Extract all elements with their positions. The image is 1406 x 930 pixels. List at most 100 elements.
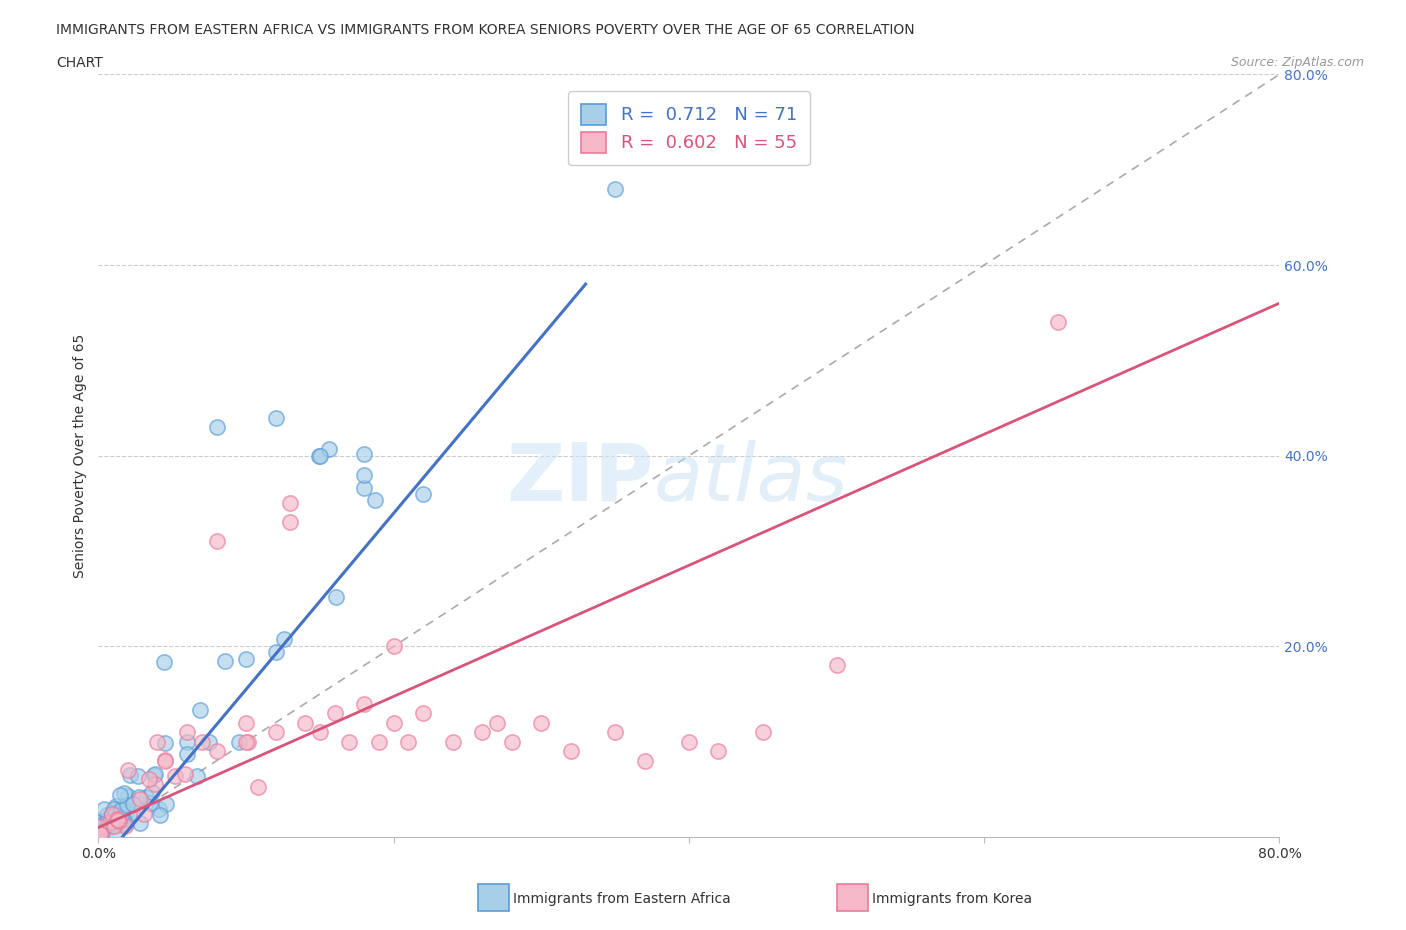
- Point: [100, 806, 122, 821]
- Point: [112, 785, 135, 800]
- Point: [129, 791, 152, 806]
- Point: [191, 735, 214, 750]
- Point: [228, 735, 250, 750]
- Point: [98, 818, 121, 833]
- Point: [128, 790, 150, 804]
- Point: [325, 590, 347, 604]
- Point: [110, 803, 132, 817]
- Point: [441, 735, 464, 750]
- Text: Immigrants from Eastern Africa: Immigrants from Eastern Africa: [513, 892, 731, 907]
- Point: [104, 817, 127, 831]
- Point: [105, 799, 128, 814]
- Point: [103, 802, 125, 817]
- Point: [368, 735, 391, 750]
- Point: [530, 715, 553, 730]
- Point: [110, 810, 132, 825]
- Legend: R =  0.712   N = 71, R =  0.602   N = 55: R = 0.712 N = 71, R = 0.602 N = 55: [568, 91, 810, 166]
- Point: [396, 735, 419, 750]
- Text: ZIP: ZIP: [506, 440, 654, 518]
- Point: [112, 803, 135, 817]
- Point: [96, 808, 118, 823]
- Point: [605, 724, 627, 739]
- Point: [89, 819, 111, 834]
- Point: [127, 769, 149, 784]
- Point: [825, 658, 848, 673]
- Point: [176, 747, 198, 762]
- Point: [412, 486, 434, 501]
- Point: [101, 807, 124, 822]
- Point: [382, 639, 405, 654]
- Point: [273, 631, 295, 646]
- Point: [471, 724, 494, 739]
- Point: [190, 702, 212, 717]
- Point: [143, 766, 166, 781]
- Point: [323, 706, 346, 721]
- Point: [309, 448, 332, 463]
- Point: [246, 779, 269, 794]
- Point: [104, 807, 127, 822]
- Point: [353, 446, 375, 461]
- Point: [103, 818, 125, 833]
- Point: [382, 715, 405, 730]
- Point: [1046, 315, 1069, 330]
- Point: [135, 790, 157, 805]
- Point: [104, 804, 127, 819]
- Point: [104, 829, 127, 844]
- Point: [143, 768, 166, 783]
- Point: [264, 645, 287, 660]
- Point: [278, 515, 302, 530]
- Point: [118, 767, 141, 782]
- Point: [155, 797, 177, 812]
- Point: [751, 724, 773, 739]
- Point: [114, 817, 136, 831]
- Point: [121, 806, 143, 821]
- Point: [176, 724, 198, 739]
- Point: [318, 442, 340, 457]
- Point: [110, 810, 132, 825]
- Point: [90, 815, 112, 830]
- Point: [146, 735, 169, 750]
- Text: IMMIGRANTS FROM EASTERN AFRICA VS IMMIGRANTS FROM KOREA SENIORS POVERTY OVER THE: IMMIGRANTS FROM EASTERN AFRICA VS IMMIGR…: [56, 23, 915, 37]
- Point: [205, 744, 228, 759]
- Point: [337, 735, 360, 750]
- Point: [107, 812, 129, 827]
- Point: [560, 744, 582, 759]
- Point: [138, 796, 160, 811]
- Point: [353, 468, 375, 483]
- Point: [111, 804, 134, 819]
- Point: [115, 798, 138, 813]
- Point: [129, 816, 152, 830]
- Point: [90, 826, 112, 841]
- Point: [115, 804, 138, 818]
- Point: [264, 724, 287, 739]
- Y-axis label: Seniors Poverty Over the Age of 65: Seniors Poverty Over the Age of 65: [73, 334, 87, 578]
- Point: [100, 810, 122, 825]
- Point: [278, 496, 302, 511]
- Text: atlas: atlas: [654, 440, 848, 518]
- Point: [707, 744, 730, 759]
- Point: [155, 736, 177, 751]
- Point: [89, 824, 111, 839]
- Point: [148, 807, 170, 822]
- Point: [117, 789, 139, 804]
- Point: [198, 735, 221, 750]
- Point: [98, 814, 121, 829]
- Point: [97, 812, 120, 827]
- Point: [100, 815, 122, 830]
- Point: [153, 654, 176, 669]
- Point: [122, 797, 145, 812]
- Point: [108, 813, 131, 828]
- Point: [96, 821, 118, 836]
- Text: Source: ZipAtlas.com: Source: ZipAtlas.com: [1230, 56, 1364, 69]
- Point: [105, 812, 128, 827]
- Point: [176, 735, 198, 750]
- Point: [143, 777, 166, 791]
- Point: [112, 812, 135, 827]
- Point: [117, 763, 139, 777]
- Point: [205, 419, 228, 434]
- Point: [112, 799, 135, 814]
- Point: [186, 768, 208, 783]
- Point: [114, 818, 136, 833]
- Point: [153, 752, 176, 767]
- Point: [214, 654, 236, 669]
